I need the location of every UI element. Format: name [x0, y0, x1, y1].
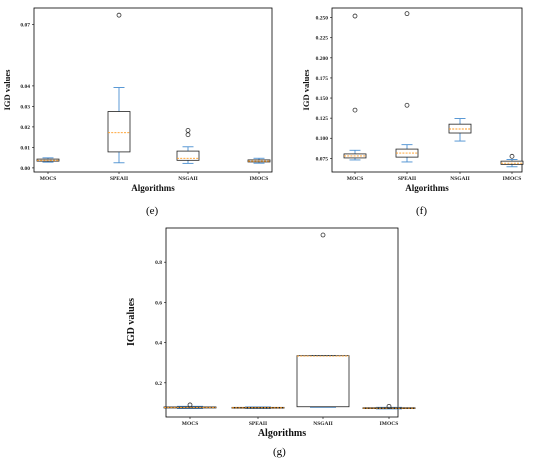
x-tick-label-speaii: SPEAII: [249, 421, 267, 427]
plot-frame: [33, 7, 273, 173]
x-axis-label: Algorithms: [131, 183, 175, 193]
iqr-box: [176, 150, 200, 161]
outlier-point: [320, 232, 326, 238]
y-tick-label: 0.250: [316, 16, 329, 22]
box-nsgaii: [296, 232, 350, 408]
box-speaii: [395, 11, 419, 163]
outlier-point: [386, 403, 392, 409]
x-tick-label-speaii: SPEAII: [110, 176, 128, 182]
plot-frame: [165, 227, 399, 418]
x-tick-label-mocs: MOCS: [40, 176, 57, 182]
outlier-point: [352, 107, 358, 113]
x-tick-label-nsgaii: NSGAII: [313, 421, 333, 427]
box-speaii: [231, 406, 285, 410]
outlier-point: [187, 402, 193, 408]
outlier-point: [185, 132, 191, 138]
panel-label-g: (g): [273, 446, 286, 458]
y-tick-label: 0.125: [316, 116, 329, 122]
box-imocs: [247, 157, 271, 164]
box-mocs: [36, 157, 60, 163]
box-nsgaii: [448, 118, 472, 142]
y-tick-label: 0.00: [20, 166, 30, 172]
y-tick-label: 0.100: [316, 136, 329, 142]
y-axis-label: IGD values: [126, 298, 137, 346]
y-tick-label: 0.225: [316, 36, 329, 42]
box-imocs: [362, 403, 416, 410]
chart-f: 0.075 0.100 0.125 0.150 0.175 0.200 0.225 0.250…: [301, 7, 524, 193]
y-tick-label: 0.8: [155, 260, 162, 266]
plot-frame: [331, 7, 523, 173]
x-tick-label-imocs: IMOCS: [250, 176, 269, 182]
y-tick-label: 0.03: [20, 104, 30, 110]
x-tick-label-imocs: IMOCS: [380, 421, 399, 427]
x-tick-label-speaii: SPEAII: [398, 176, 416, 182]
panel-label-f: (f): [416, 205, 427, 217]
iqr-box: [107, 111, 131, 153]
x-axis-label: Algorithms: [258, 428, 306, 439]
chart-g: 0.2 0.4 0.6 0.8 MOCS SPEAII NSGAII IMOCS Algorit…: [126, 227, 416, 439]
y-tick-label: 0.150: [316, 96, 329, 102]
y-tick-label: 0.02: [20, 125, 30, 131]
y-tick-label: 0.01: [20, 145, 30, 151]
y-axis-label: IGD values: [2, 69, 12, 111]
y-tick-label: 0.04: [20, 84, 30, 90]
x-tick-label-nsgaii: NSGAII: [178, 176, 198, 182]
chart-e: 0.00 0.01 0.02 0.03 0.04 0.07 MOCS SPEAII NSGAII…: [2, 7, 273, 193]
box-speaii: [107, 12, 131, 164]
x-tick-label-mocs: MOCS: [182, 421, 199, 427]
y-tick-label: 0.6: [155, 300, 162, 306]
x-tick-label-imocs: IMOCS: [503, 176, 522, 182]
x-tick-label-mocs: MOCS: [347, 176, 364, 182]
y-tick-label: 0.4: [155, 341, 162, 347]
y-tick-label: 0.175: [316, 76, 329, 82]
iqr-box: [296, 355, 350, 408]
y-axis-label: IGD values: [301, 69, 311, 111]
outlier-point: [116, 12, 122, 18]
outlier-point: [404, 102, 410, 108]
outlier-point: [352, 13, 358, 19]
y-tick-label: 0.07: [20, 22, 30, 28]
panel-label-e: (e): [146, 205, 159, 217]
outlier-point: [185, 127, 191, 133]
outlier-point: [509, 153, 515, 159]
y-tick-label: 0.2: [155, 381, 162, 387]
x-axis-label: Algorithms: [405, 183, 449, 193]
outlier-point: [404, 11, 410, 17]
y-tick-label: 0.200: [316, 56, 329, 62]
x-tick-label-nsgaii: NSGAII: [450, 176, 470, 182]
box-imocs: [500, 153, 524, 168]
box-mocs: [163, 402, 217, 410]
box-nsgaii: [176, 127, 200, 164]
y-tick-label: 0.075: [316, 156, 329, 162]
box-mocs: [343, 13, 367, 161]
